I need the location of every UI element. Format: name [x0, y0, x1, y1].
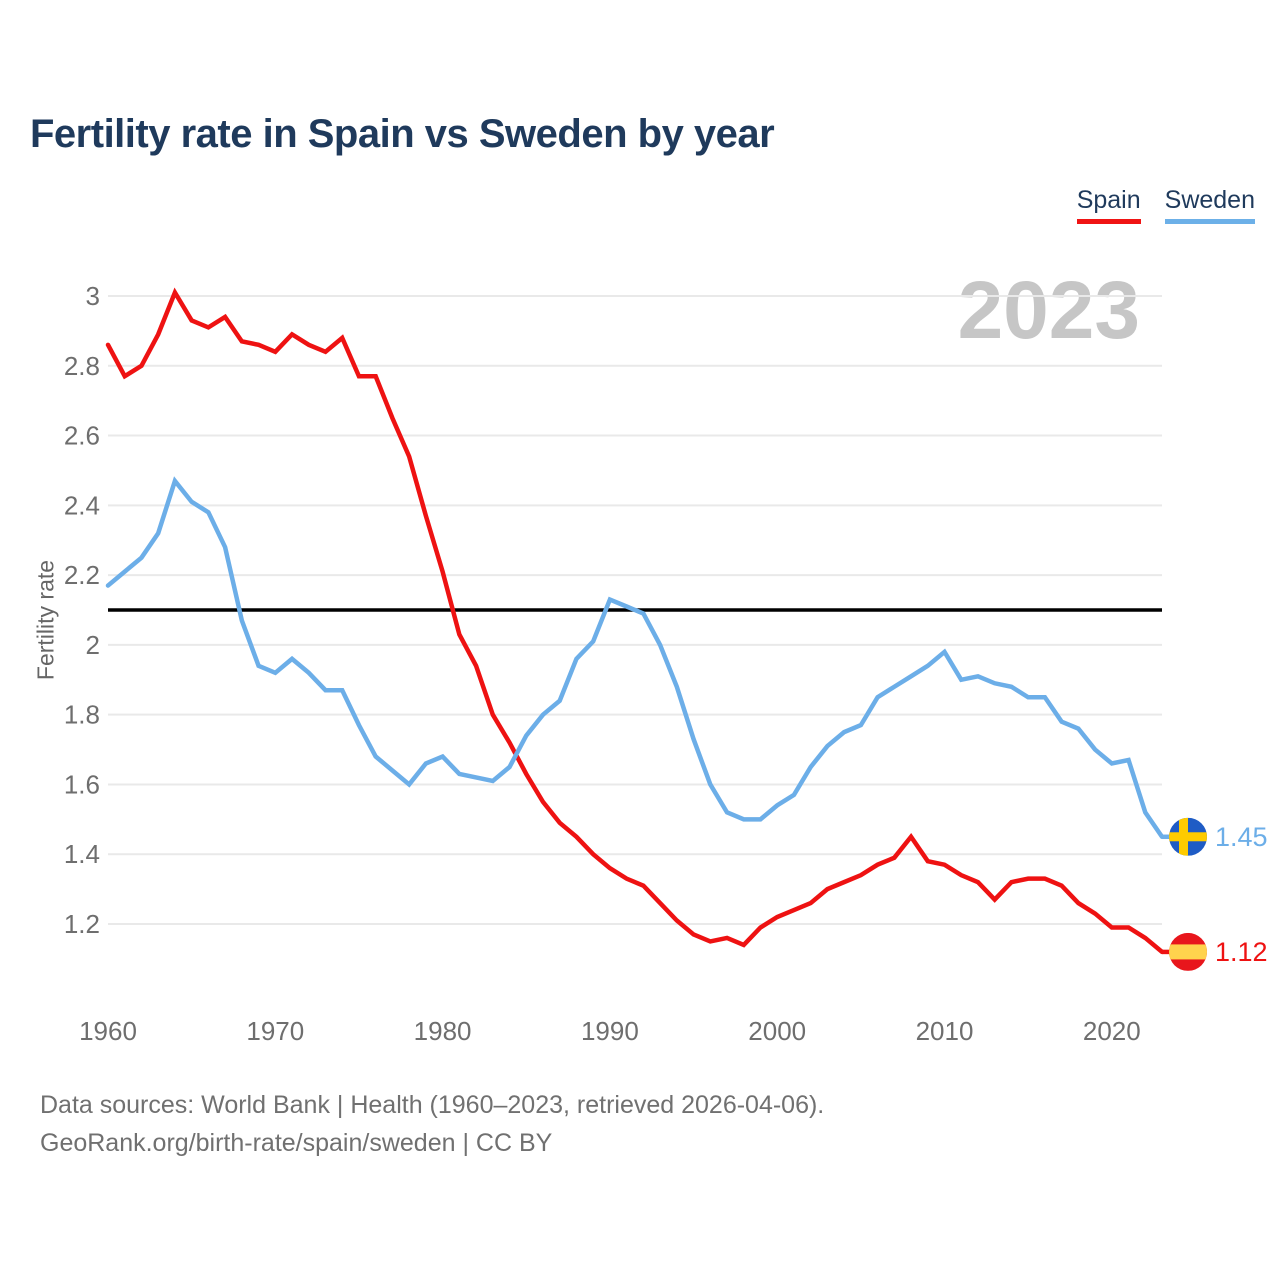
legend-item-spain[interactable]: Spain [1076, 186, 1141, 224]
y-tick-label: 1.4 [64, 839, 100, 869]
y-tick-label: 1.6 [64, 769, 100, 799]
y-tick-label: 3 [86, 281, 100, 311]
y-tick-label: 1.8 [64, 700, 100, 730]
spain-end-value: 1.12 [1215, 937, 1268, 967]
y-tick-label: 2.2 [64, 560, 100, 590]
footer: Data sources: World Bank | Health (1960–… [40, 1086, 824, 1162]
x-tick-label: 1980 [414, 1016, 472, 1046]
x-tick-label: 2000 [748, 1016, 806, 1046]
spain-line[interactable] [105, 287, 1165, 955]
footer-attribution: GeoRank.org/birth-rate/spain/sweden | CC… [40, 1129, 553, 1157]
x-tick-label: 1970 [246, 1016, 304, 1046]
x-tick-label: 1960 [79, 1016, 137, 1046]
page-title: Fertility rate in Spain vs Sweden by yea… [30, 112, 775, 156]
y-tick-label: 2.8 [64, 351, 100, 381]
watermark-year: 2023 [957, 265, 1140, 356]
sweden-line[interactable] [105, 476, 1165, 840]
legend: Spain Sweden [1076, 186, 1255, 224]
y-tick-label: 1.2 [64, 909, 100, 939]
y-tick-label: 2 [86, 630, 100, 660]
y-tick-label: 2.6 [64, 421, 100, 451]
legend-label-spain: Spain [1076, 186, 1141, 214]
footer-sources: Data sources: World Bank | Health (1960–… [40, 1091, 825, 1119]
x-tick-label: 1990 [581, 1016, 639, 1046]
sweden-end-value: 1.45 [1215, 822, 1268, 852]
legend-item-sweden[interactable]: Sweden [1164, 186, 1255, 224]
spain-flag-icon [1169, 932, 1207, 971]
sweden-flag-icon [1169, 817, 1207, 856]
x-tick-label: 2010 [916, 1016, 974, 1046]
x-tick-label: 2020 [1083, 1016, 1141, 1046]
legend-label-sweden: Sweden [1164, 186, 1255, 214]
y-tick-label: 2.4 [64, 490, 100, 520]
